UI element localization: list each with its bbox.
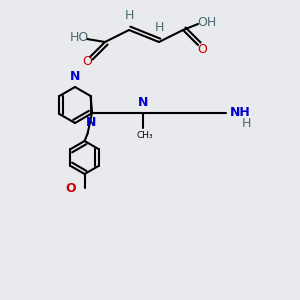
Text: HO: HO [70,31,89,44]
Text: NH: NH [230,106,251,119]
Text: CH₃: CH₃ [136,130,153,140]
Text: OH: OH [197,16,217,29]
Text: O: O [198,43,207,56]
Text: H: H [242,117,251,130]
Text: O: O [82,55,92,68]
Text: H: H [154,21,164,34]
Text: N: N [85,116,96,129]
Text: O: O [65,182,76,196]
Text: N: N [70,70,80,83]
Text: N: N [138,96,148,109]
Text: H: H [124,9,134,22]
